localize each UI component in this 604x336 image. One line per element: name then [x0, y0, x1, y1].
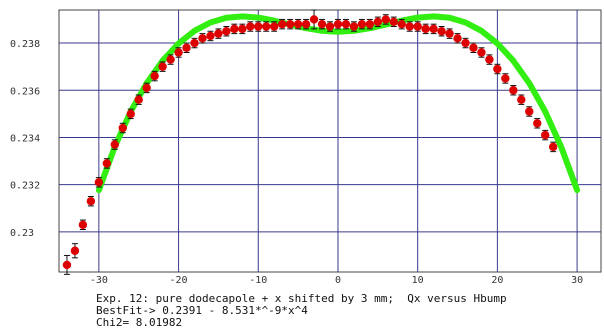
data-point: [166, 55, 175, 64]
data-point: [421, 24, 430, 34]
data-point: [110, 140, 119, 149]
data-point: [246, 22, 255, 31]
data-point: [437, 27, 446, 36]
data-point: [230, 24, 239, 34]
x-tick-label: 20: [491, 275, 503, 286]
data-point: [333, 19, 343, 29]
data-point: [317, 19, 327, 29]
data-point: [533, 119, 542, 128]
data-point: [198, 34, 207, 43]
data-point: [445, 29, 454, 38]
x-tick-label: -20: [170, 275, 188, 286]
data-point: [78, 220, 88, 229]
measured-series: [62, 9, 558, 275]
data-point: [62, 260, 72, 270]
x-tick-label: 0: [335, 275, 341, 286]
data-point: [501, 74, 510, 83]
data-point: [285, 19, 295, 29]
data-point: [325, 22, 335, 31]
data-point: [429, 24, 438, 34]
data-point: [206, 31, 215, 41]
data-point: [485, 55, 494, 64]
data-point: [357, 19, 367, 29]
x-axis-ticks: -30 -20 -10 0 10 20 30: [90, 275, 583, 286]
data-point: [469, 43, 478, 52]
annotation-bestfit: BestFit-> 0.2391 - 8.531*^-9*x^4: [96, 304, 308, 317]
y-axis-ticks: 0.23 0.232 0.234 0.236 0.238: [10, 39, 40, 239]
annotation-experiment: Exp. 12: pure dodecapole + x shifted by …: [96, 292, 507, 305]
data-point: [158, 62, 167, 71]
data-point: [548, 142, 558, 152]
data-point: [102, 159, 112, 168]
data-point: [309, 15, 319, 24]
data-point: [118, 123, 127, 133]
data-point: [70, 246, 80, 255]
y-tick-label: 0.232: [10, 181, 40, 192]
fit-curve-line: [95, 13, 581, 194]
data-point: [381, 15, 390, 24]
data-point: [365, 19, 375, 29]
data-point: [453, 34, 462, 43]
data-point: [262, 22, 271, 31]
data-point: [270, 22, 279, 31]
data-point: [461, 38, 470, 48]
data-point: [373, 17, 383, 27]
y-tick-label: 0.238: [10, 39, 40, 50]
data-point: [150, 71, 159, 81]
data-point: [126, 109, 135, 119]
data-point: [214, 29, 223, 38]
data-point: [94, 178, 104, 187]
data-point: [142, 83, 151, 93]
data-point: [174, 48, 183, 57]
x-tick-label: 10: [412, 275, 424, 286]
y-tick-label: 0.234: [10, 133, 40, 144]
annotation-chi2: Chi2= 8.01982: [96, 316, 183, 329]
plot-area: [58, 9, 602, 273]
fit-curve-series: [95, 13, 581, 194]
data-point: [182, 43, 191, 52]
data-point: [293, 19, 303, 29]
data-point: [301, 19, 311, 29]
data-point: [477, 48, 486, 57]
x-tick-label: -30: [90, 275, 108, 286]
data-point: [525, 107, 534, 116]
data-point: [413, 22, 422, 31]
data-point: [254, 22, 263, 31]
data-point: [341, 19, 351, 29]
data-point: [397, 19, 406, 29]
x-tick-label: 30: [571, 275, 583, 286]
data-point: [190, 38, 199, 48]
data-point: [86, 196, 96, 206]
y-tick-label: 0.236: [10, 86, 40, 97]
data-point: [389, 17, 398, 27]
data-point: [405, 22, 414, 31]
data-point: [349, 22, 359, 31]
data-point: [222, 27, 231, 36]
data-point: [134, 95, 143, 104]
data-point: [509, 86, 518, 95]
data-point: [493, 64, 502, 74]
y-tick-label: 0.23: [10, 228, 34, 239]
data-point: [541, 130, 550, 140]
x-tick-label: -10: [249, 275, 267, 286]
data-point: [277, 19, 287, 29]
data-point: [238, 24, 247, 34]
data-point: [517, 95, 526, 104]
